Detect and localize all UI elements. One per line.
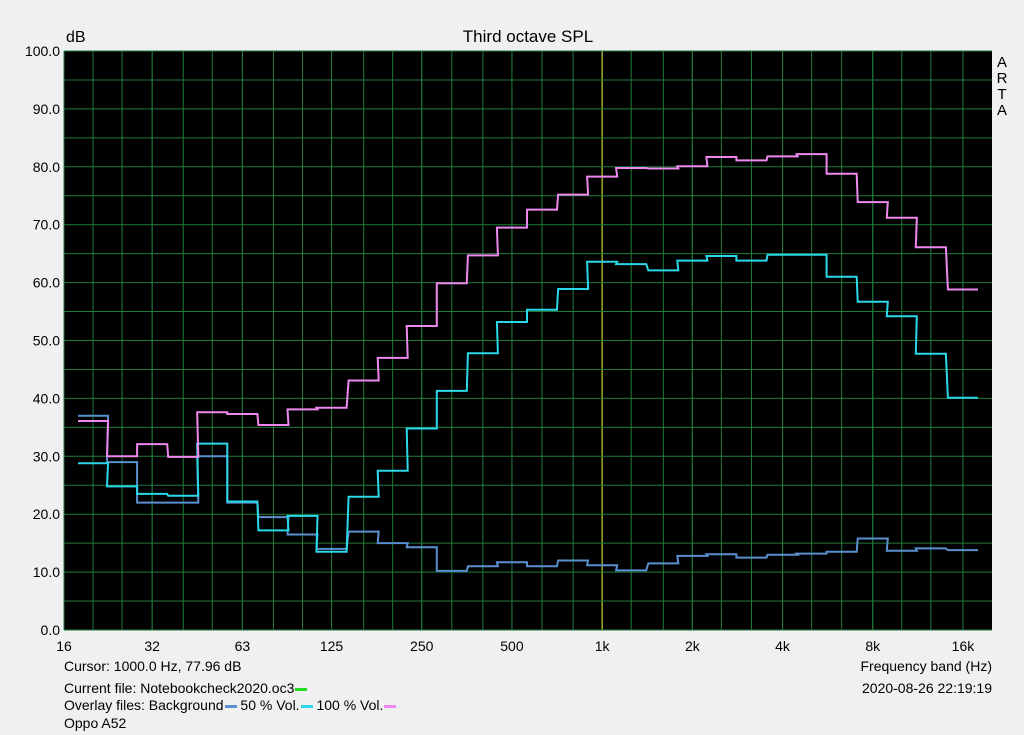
series-lines (78, 153, 978, 572)
current-file-label: Current file: Notebookcheck2020.oc3 (64, 680, 295, 696)
y-tick-label: 70.0 (33, 217, 60, 233)
x-tick-label: 16k (952, 638, 976, 654)
overlay-files-legend: Overlay files: Background 50 % Vol. 100 … (64, 697, 397, 713)
current-file-swatch (295, 687, 308, 691)
y-tick-label: 30.0 (33, 448, 60, 464)
y-tick-label: 50.0 (33, 333, 60, 349)
legend-100-label: 100 % Vol. (312, 697, 384, 713)
x-tick-label: 500 (500, 638, 524, 654)
y-tick-label: 90.0 (33, 101, 60, 117)
cursor-readout: Cursor: 1000.0 Hz, 77.96 dB (64, 658, 242, 674)
x-tick-label: 16 (56, 638, 72, 654)
legend-background-label: Overlay files: Background (64, 697, 224, 713)
y-tick-label: 80.0 (33, 159, 60, 175)
device-name: Oppo A52 (64, 715, 127, 731)
watermark-letter: T (997, 86, 1006, 103)
y-tick-label: 100.0 (25, 43, 60, 59)
y-tick-label: 20.0 (33, 506, 60, 522)
chart-title: Third octave SPL (463, 27, 593, 46)
watermark-letter: A (997, 54, 1007, 71)
x-axis-label: Frequency band (Hz) (860, 658, 992, 674)
x-tick-labels: 16 32 63 125 250 500 1k 2k 4k 8k 16k (56, 638, 975, 654)
y-tick-labels: 0.0 10.0 20.0 30.0 40.0 50.0 60.0 70.0 80.0 90.0 1… (25, 43, 60, 638)
x-tick-label: 4k (775, 638, 791, 654)
y-tick-label: 40.0 (33, 390, 60, 406)
y-tick-label: 10.0 (33, 564, 60, 580)
y-axis-unit: dB (66, 29, 86, 46)
legend-50-label: 50 % Vol. (236, 697, 300, 713)
x-tick-label: 125 (320, 638, 344, 654)
watermark-letter: A (997, 102, 1007, 119)
legend-100-swatch (384, 704, 397, 708)
spl-chart: dB Third octave SPL 0.0 10.0 20.0 30.0 40.0 5… (25, 27, 1008, 654)
series-line-100-vol- (78, 153, 978, 458)
x-tick-label: 2k (685, 638, 701, 654)
watermark-letter: R (997, 70, 1008, 87)
y-tick-label: 60.0 (33, 275, 60, 291)
current-file: Current file: Notebookcheck2020.oc3 (64, 680, 308, 696)
x-tick-label: 32 (144, 638, 160, 654)
x-tick-label: 63 (235, 638, 251, 654)
grid (63, 50, 992, 631)
y-tick-label: 0.0 (41, 622, 61, 638)
legend-50-swatch (300, 704, 313, 708)
timestamp: 2020-08-26 22:19:19 (862, 680, 992, 696)
series-line-50-vol- (78, 253, 978, 553)
legend-background-swatch (224, 704, 237, 708)
x-tick-label: 1k (595, 638, 611, 654)
x-tick-label: 8k (865, 638, 881, 654)
x-tick-label: 250 (410, 638, 434, 654)
